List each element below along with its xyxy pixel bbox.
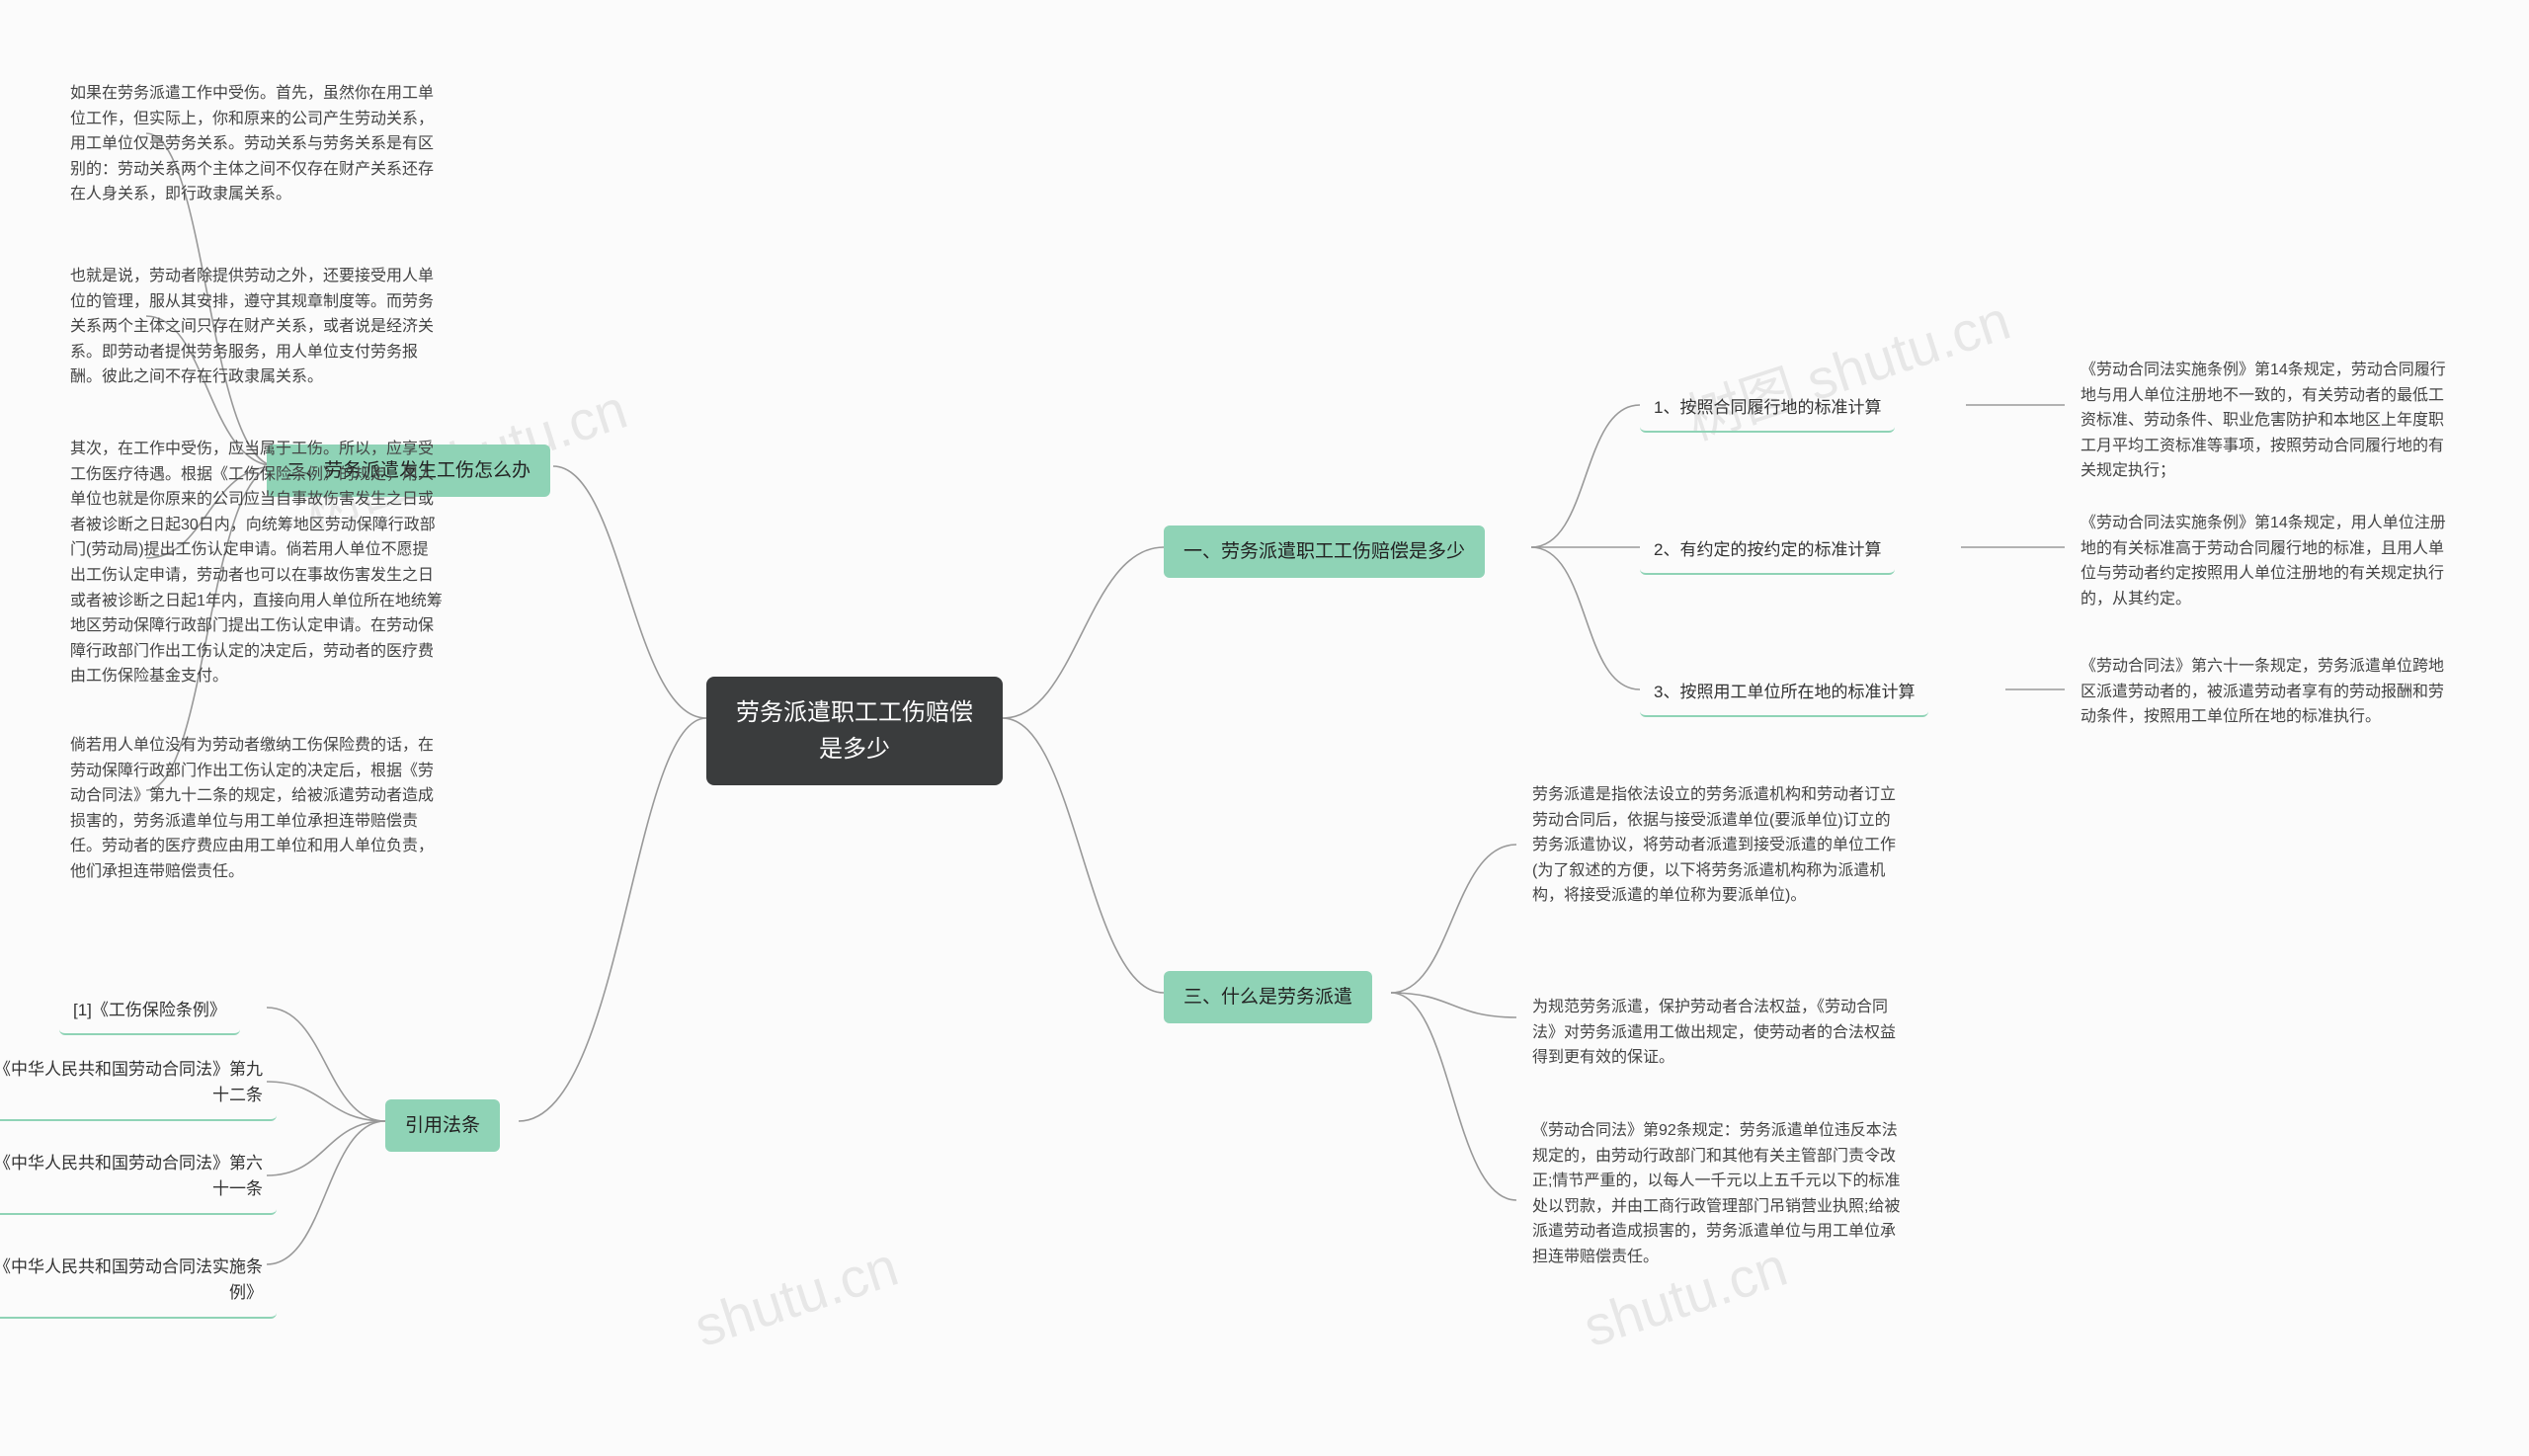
section1-item3-detail: 《劳动合同法》第六十一条规定，劳务派遣单位跨地区派遣劳动者的，被派遣劳动者享有的… xyxy=(2065,642,2470,742)
watermark: shutu.cn xyxy=(687,1234,905,1359)
section1-item1-detail: 《劳动合同法实施条例》第14条规定，劳动合同履行地与用人单位注册地不一致的，有关… xyxy=(2065,346,2470,496)
branch-section1[interactable]: 一、劳务派遣职工工伤赔偿是多少 xyxy=(1164,526,1485,578)
refs-item1[interactable]: [1]《工伤保险条例》 xyxy=(59,988,240,1035)
section2-item4: 倘若用人单位没有为劳动者缴纳工伤保险费的话，在劳动保障行政部门作出工伤认定的决定… xyxy=(54,721,459,897)
root-node[interactable]: 劳务派遣职工工伤赔偿是多少 xyxy=(706,677,1003,785)
section2-item2: 也就是说，劳动者除提供劳动之外，还要接受用人单位的管理，服从其安排，遵守其规章制… xyxy=(54,252,459,402)
branch-refs[interactable]: 引用法条 xyxy=(385,1099,500,1152)
refs-item2[interactable]: [2]《中华人民共和国劳动合同法》第九十二条 xyxy=(0,1047,277,1121)
section3-item1: 劳务派遣是指依法设立的劳务派遣机构和劳动者订立劳动合同后，依据与接受派遣单位(要… xyxy=(1516,770,1921,921)
section1-item2-label[interactable]: 2、有约定的按约定的标准计算 xyxy=(1640,527,1895,575)
section1-item3-label[interactable]: 3、按照用工单位所在地的标准计算 xyxy=(1640,670,1928,717)
section1-item1-label[interactable]: 1、按照合同履行地的标准计算 xyxy=(1640,385,1895,433)
section2-item1: 如果在劳务派遣工作中受伤。首先，虽然你在用工单位工作，但实际上，你和原来的公司产… xyxy=(54,69,459,219)
section1-item2-detail: 《劳动合同法实施条例》第14条规定，用人单位注册地的有关标准高于劳动合同履行地的… xyxy=(2065,499,2470,623)
refs-item4[interactable]: [4]《中华人民共和国劳动合同法实施条例》 xyxy=(0,1245,277,1319)
section3-item3: 《劳动合同法》第92条规定：劳务派遣单位违反本法规定的，由劳动行政部门和其他有关… xyxy=(1516,1106,1921,1282)
refs-item3[interactable]: [3]《中华人民共和国劳动合同法》第六十一条 xyxy=(0,1141,277,1215)
section2-item3: 其次，在工作中受伤，应当属于工伤。所以，应享受工伤医疗待遇。根据《工伤保险条例》… xyxy=(54,425,459,701)
section3-item2: 为规范劳务派遣，保护劳动者合法权益，《劳动合同法》对劳务派遣用工做出规定，使劳动… xyxy=(1516,983,1921,1083)
branch-section3[interactable]: 三、什么是劳务派遣 xyxy=(1164,971,1372,1023)
